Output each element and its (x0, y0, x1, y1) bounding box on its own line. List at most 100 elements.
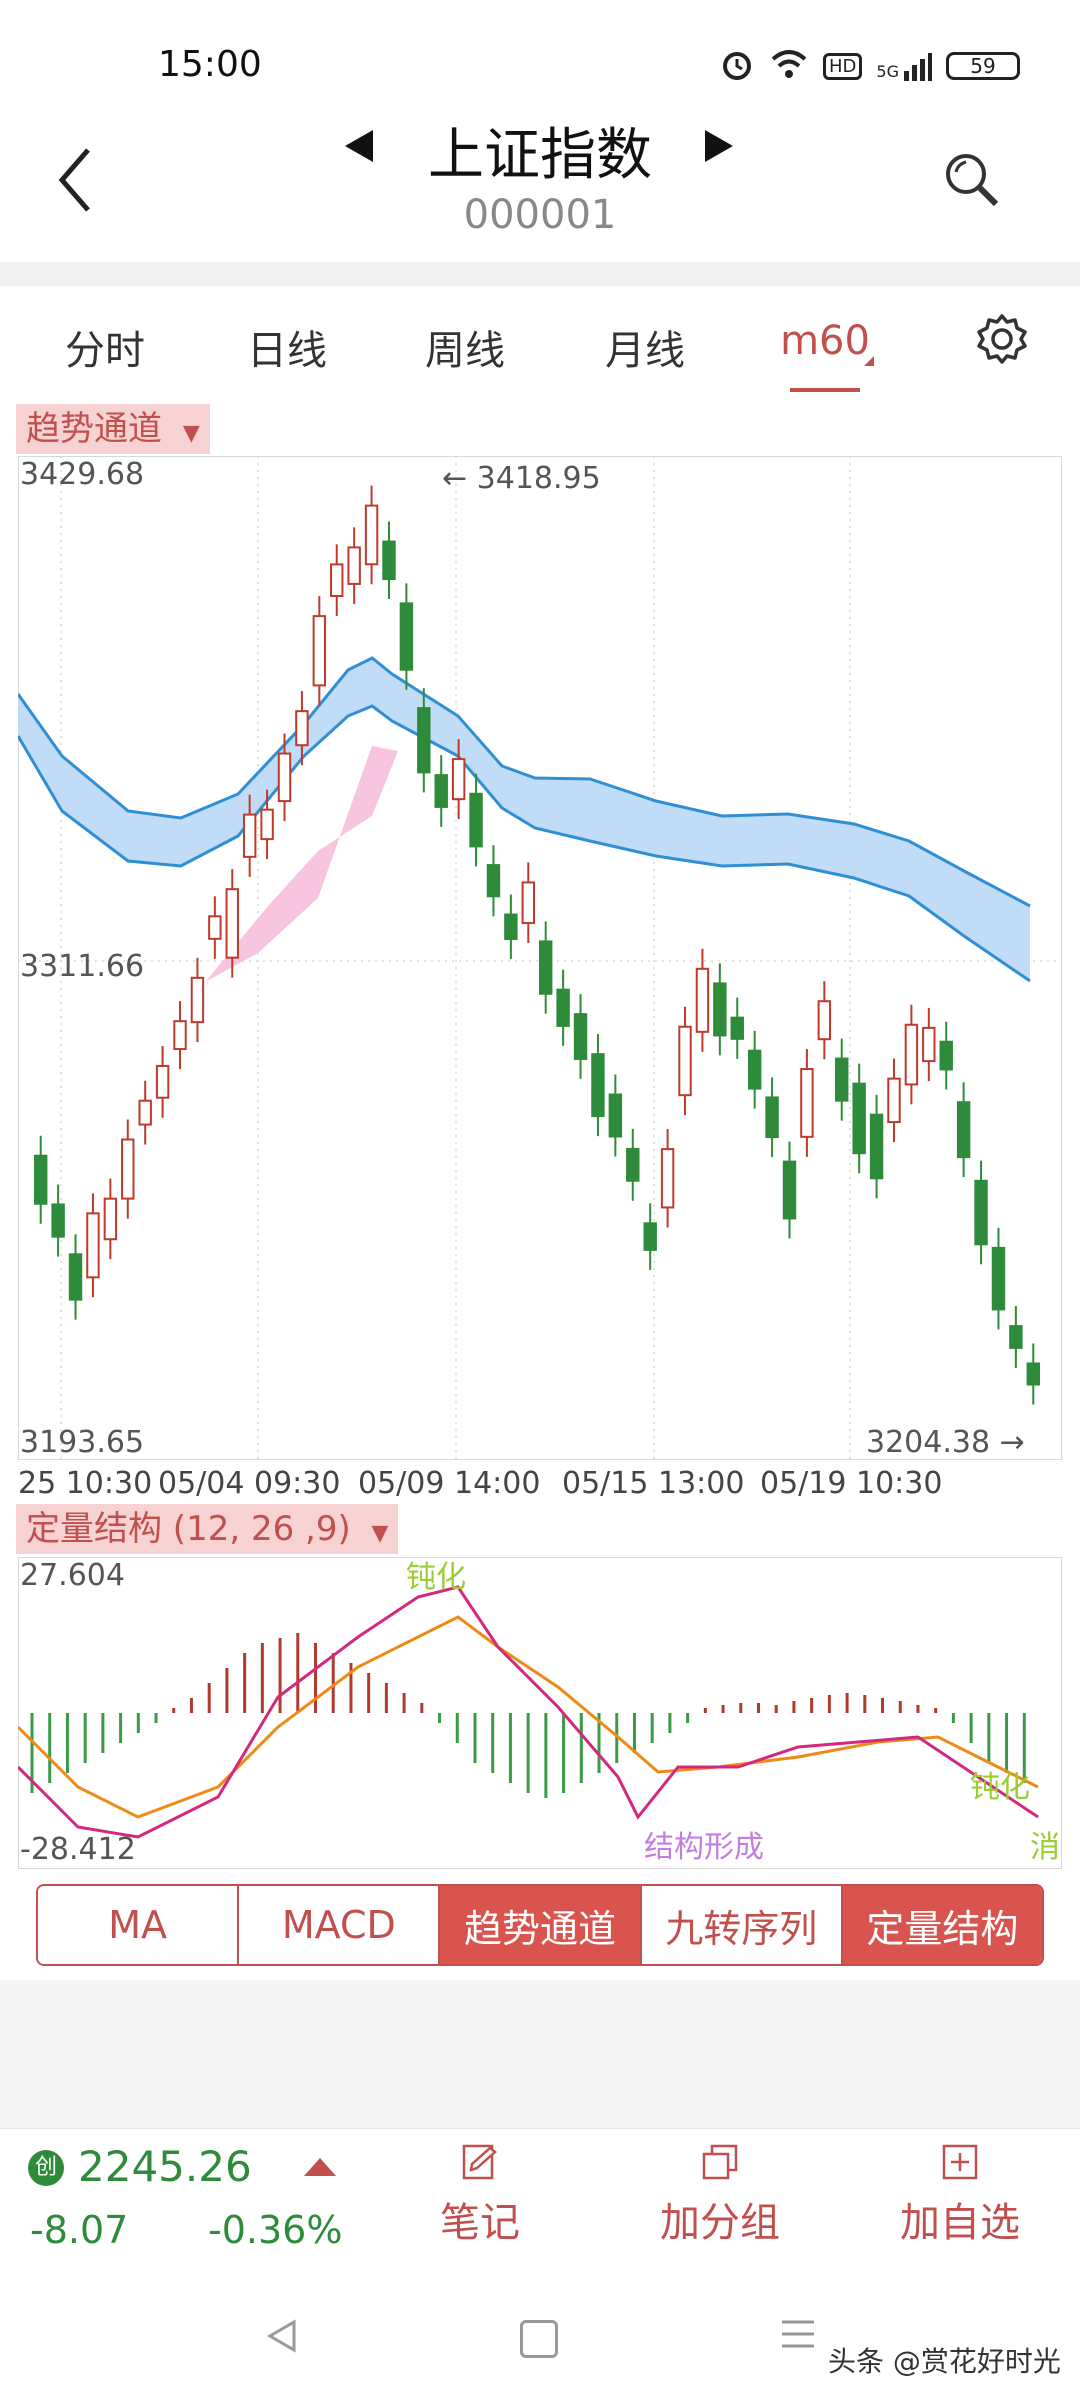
add-group-button[interactable]: 加分组 (650, 2142, 790, 2248)
structure-indicator-chart[interactable]: 27.604 -28.412 钝化 结构形成 钝化 消 (18, 1557, 1062, 1869)
signal-annotation: 结构形成 (644, 1830, 764, 1865)
candle-body (835, 1057, 849, 1102)
sub-indicator-selector[interactable]: 定量结构 (12, 26 ,9) ▼ (16, 1504, 399, 1554)
main-indicator-selector[interactable]: 趋势通道 ▼ (16, 404, 210, 454)
indicator-button-group: MA MACD 趋势通道 九转序列 定量结构 (36, 1884, 1044, 1966)
dea-line (18, 1615, 1039, 1819)
candle-body (782, 1160, 797, 1220)
candle-body (713, 982, 727, 1037)
sub-y-min-label: -28.412 (20, 1832, 136, 1867)
candle-body (277, 752, 292, 803)
x-tick-label: 25 10:30 (18, 1466, 153, 1501)
candle-body (225, 888, 239, 959)
candle-body (260, 808, 274, 841)
candle-body (539, 940, 553, 995)
candle-body (347, 546, 361, 585)
candle-body (382, 540, 396, 581)
candle-body (173, 1020, 187, 1051)
related-index-change-pct: -0.36% (208, 2208, 343, 2252)
back-button[interactable] (48, 140, 108, 220)
channel-lower-line (18, 704, 1031, 983)
nav-back-icon[interactable] (262, 2316, 302, 2360)
tab-m60-dropdown-icon (864, 356, 874, 366)
candlestick-chart[interactable]: 3429.68 3311.66 3193.65 ← 3418.95 3204.3… (18, 456, 1062, 1460)
tab-weekly[interactable]: 周线 (425, 328, 505, 374)
candle-body (521, 881, 536, 925)
x-tick-label: 05/15 13:00 (562, 1466, 745, 1501)
header-divider (0, 262, 1080, 286)
candle-body (486, 864, 501, 898)
candle-body (730, 1016, 744, 1040)
page-title: 上证指数 (428, 123, 652, 188)
related-index-change: -8.07 (30, 2208, 129, 2252)
candle-body (469, 792, 483, 848)
wifi-icon (769, 47, 809, 85)
candle-body (991, 1246, 1006, 1311)
channel-band (18, 658, 1030, 981)
candle-body (51, 1203, 65, 1238)
signal-annotation: 消 (1030, 1830, 1060, 1865)
candle-body (417, 707, 431, 774)
candle-body (556, 988, 570, 1027)
status-time: 15:00 (158, 44, 262, 85)
tab-intraday[interactable]: 分时 (65, 328, 145, 374)
candle-body (138, 1099, 152, 1126)
nav-menu-icon[interactable] (778, 2314, 818, 2358)
expand-up-icon[interactable] (304, 2158, 336, 2176)
high-annotation: ← 3418.95 (442, 461, 601, 496)
candle-body (747, 1049, 762, 1090)
y-mid-label: 3311.66 (20, 949, 144, 984)
hd-icon: HD (823, 52, 863, 80)
candle-body (121, 1138, 135, 1200)
candle-body (208, 915, 222, 940)
candle-body (887, 1077, 901, 1124)
candle-body (956, 1101, 971, 1159)
gear-icon[interactable] (975, 312, 1029, 366)
quant-structure-button[interactable]: 定量结构 (842, 1886, 1042, 1964)
candle-body (434, 774, 448, 808)
x-tick-label: 05/19 10:30 (760, 1466, 943, 1501)
candle-body (242, 813, 257, 858)
sub-y-max-label: 27.604 (20, 1558, 125, 1593)
search-icon[interactable] (940, 148, 1004, 212)
related-index-value[interactable]: 2245.26 (78, 2142, 252, 2191)
y-min-label: 3193.65 (20, 1425, 144, 1460)
channel-upper-line (18, 656, 1031, 908)
signal-annotation: 钝化 (406, 1560, 466, 1595)
candle-body (155, 1064, 170, 1099)
candle-body (643, 1222, 657, 1251)
nine-turn-button[interactable]: 九转序列 (641, 1886, 843, 1964)
signal-annotation: 钝化 (970, 1770, 1030, 1805)
candle-body (312, 615, 327, 687)
nav-home-icon[interactable] (520, 2320, 558, 2358)
candle-body (695, 967, 710, 1033)
previous-stock-arrow-icon[interactable] (345, 130, 373, 162)
candle-body (330, 563, 344, 597)
candle-body (103, 1197, 118, 1241)
add-watchlist-button[interactable]: 加自选 (890, 2142, 1030, 2248)
bottom-bar (0, 2128, 1080, 2279)
candle-body (573, 1013, 588, 1060)
candle-body (504, 913, 518, 941)
stock-code: 000001 (463, 192, 617, 238)
macd-button[interactable]: MACD (239, 1886, 441, 1964)
notes-button[interactable]: 笔记 (420, 2142, 540, 2248)
candle-body (852, 1082, 866, 1155)
candle-body (399, 602, 414, 671)
y-max-label: 3429.68 (20, 457, 144, 492)
next-stock-arrow-icon[interactable] (705, 130, 733, 162)
candle-body (974, 1179, 988, 1246)
candle-body (364, 504, 379, 566)
copy-group-icon (702, 2144, 738, 2180)
tab-monthly[interactable]: 月线 (605, 328, 685, 374)
trend-channel-button[interactable]: 趋势通道 (440, 1886, 642, 1964)
tab-m60[interactable]: m60 (780, 318, 870, 364)
dropdown-icon: ▼ (371, 1521, 389, 1546)
x-tick-label: 05/04 09:30 (158, 1466, 341, 1501)
uptrend-band (194, 746, 398, 988)
low-annotation: 3204.38 → (866, 1425, 1025, 1460)
candle-body (626, 1147, 640, 1182)
ma-button[interactable]: MA (38, 1886, 240, 1964)
candle-body (800, 1068, 814, 1138)
tab-daily[interactable]: 日线 (247, 328, 327, 374)
